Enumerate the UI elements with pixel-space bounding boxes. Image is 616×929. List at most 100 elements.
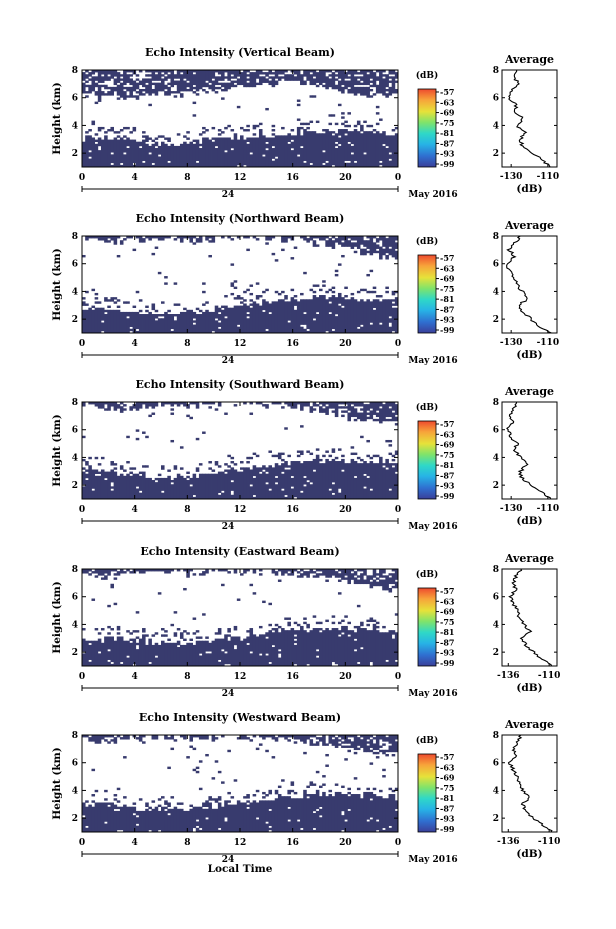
- heatmap-cell: [145, 70, 149, 73]
- heatmap-cell: [300, 425, 304, 428]
- heatmap-cell: [167, 236, 171, 239]
- heatmap-cell: [217, 628, 222, 635]
- heatmap-cell: [186, 137, 190, 140]
- avg-x-tick-label: -110: [538, 671, 561, 681]
- heatmap-cell: [265, 72, 269, 77]
- heatmap-cell: [281, 458, 285, 462]
- heatmap-cell: [360, 458, 364, 462]
- colorbar-tick-label: -93: [440, 814, 455, 824]
- heatmap-cell: [157, 156, 162, 168]
- avg-x-tick-label: -136: [497, 837, 520, 847]
- heatmap-cell: [300, 402, 304, 411]
- heatmap-cell: [337, 592, 342, 595]
- heatmap-cell: [347, 787, 351, 791]
- heatmap-cell: [164, 800, 168, 805]
- heatmap-cell: [369, 456, 374, 460]
- heatmap-cell: [183, 80, 187, 92]
- heatmap-cell: [97, 802, 102, 833]
- heatmap-cell: [116, 806, 121, 810]
- heatmap-cell: [315, 770, 320, 774]
- heatmap-cell: [337, 70, 342, 79]
- heatmap-cell: [265, 107, 269, 111]
- heatmap-cell: [186, 756, 190, 759]
- heatmap-cell: [104, 236, 108, 243]
- heatmap-cell: [315, 133, 320, 168]
- heatmap-cell: [195, 139, 200, 161]
- heatmap-cell: [252, 133, 257, 136]
- heatmap-cell: [224, 126, 228, 130]
- heatmap-cell: [100, 628, 105, 631]
- heatmap-cell: [300, 798, 304, 829]
- heatmap-cell: [252, 800, 257, 833]
- heatmap-cell: [145, 634, 149, 637]
- heatmap-cell: [363, 86, 367, 96]
- heatmap-cell: [104, 297, 108, 302]
- heatmap-cell: [145, 435, 149, 439]
- heatmap-cell: [341, 122, 345, 126]
- avg-x-tick-label: -110: [537, 172, 560, 182]
- heatmap-cell: [91, 70, 96, 75]
- heatmap-cell: [183, 135, 187, 138]
- heatmap-cell: [369, 70, 374, 79]
- heatmap-cell: [262, 290, 266, 294]
- heatmap-cell: [164, 84, 168, 90]
- heatmap-cell: [252, 137, 257, 168]
- heatmap-cell: [91, 76, 96, 92]
- heatmap-cell: [189, 642, 193, 667]
- heatmap-cell: [161, 477, 165, 491]
- heatmap-cell: [394, 787, 399, 791]
- heatmap-cell: [385, 439, 389, 443]
- heatmap-cell: [138, 236, 143, 243]
- heatmap-cell: [268, 450, 272, 453]
- heatmap-cell: [116, 97, 121, 100]
- heatmap-cell: [394, 133, 399, 168]
- heatmap-cell: [287, 143, 291, 168]
- heatmap-cell: [123, 135, 127, 138]
- heatmap-cell: [91, 490, 96, 500]
- heatmap-cell: [372, 402, 377, 415]
- heatmap-cell: [391, 299, 396, 302]
- heatmap-cell: [119, 806, 124, 831]
- heatmap-cell: [246, 236, 250, 239]
- heatmap-cell: [309, 484, 314, 500]
- heatmap-cell: [319, 628, 323, 631]
- heatmap-cell: [271, 756, 276, 759]
- heatmap-cell: [268, 76, 272, 79]
- heatmap-cell: [224, 800, 228, 818]
- heatmap-cell: [94, 475, 99, 500]
- heatmap-cell: [344, 80, 348, 90]
- heatmap-cell: [116, 299, 121, 302]
- heatmap-cell: [224, 653, 228, 665]
- heatmap-cell: [315, 657, 320, 667]
- heatmap-cell: [391, 467, 396, 500]
- heatmap-cell: [328, 794, 333, 833]
- heatmap-cell: [183, 644, 187, 667]
- heatmap-cell: [249, 486, 254, 500]
- heatmap-cell: [366, 412, 370, 415]
- heatmap-cell: [198, 806, 203, 829]
- avg-y-tick-label: 4: [493, 620, 499, 630]
- heatmap-cell: [167, 70, 171, 73]
- panel-title: Echo Intensity (Westward Beam): [139, 711, 341, 724]
- heatmap-cell: [353, 418, 358, 422]
- heatmap-cell: [360, 133, 364, 168]
- heatmap-cell: [309, 120, 314, 124]
- heatmap-cell: [322, 70, 326, 83]
- heatmap-cell: [126, 569, 130, 572]
- heatmap-cell: [262, 634, 266, 667]
- heatmap-cell: [271, 467, 276, 500]
- heatmap-cell: [363, 70, 367, 86]
- heatmap-cell: [315, 454, 320, 500]
- heatmap-cell: [202, 303, 206, 306]
- heatmap-cell: [192, 617, 197, 620]
- heatmap-cell: [148, 638, 152, 663]
- heatmap-cell: [277, 135, 282, 168]
- heatmap-cell: [246, 804, 250, 807]
- heatmap-cell: [309, 74, 314, 86]
- heatmap-cell: [214, 408, 219, 411]
- heatmap-cell: [94, 133, 99, 136]
- heatmap-cell: [142, 741, 146, 744]
- avg-y-tick-label: 8: [493, 398, 499, 408]
- heatmap-cell: [94, 76, 99, 81]
- heatmap-cell: [116, 810, 121, 831]
